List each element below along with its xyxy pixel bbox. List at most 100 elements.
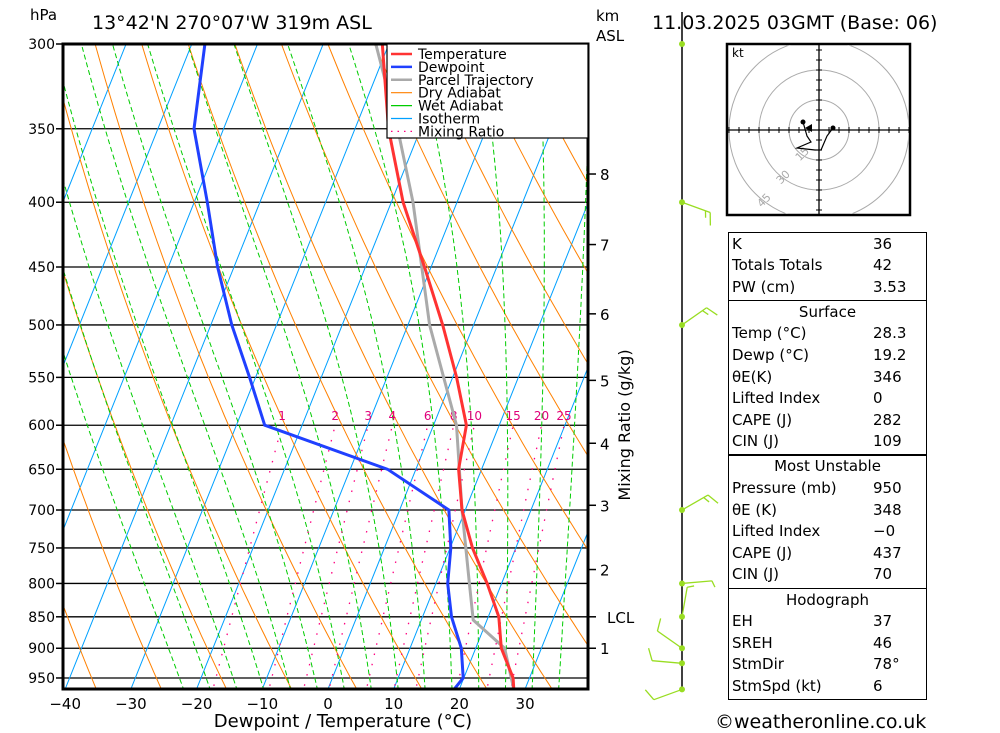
wet-adiabat-line xyxy=(63,177,238,689)
stat-row: CAPE (J) 437 xyxy=(729,543,926,565)
legend-label: Wet Adiabat xyxy=(418,99,504,115)
wind-barb xyxy=(652,660,683,664)
stat-label: StmSpd (kt) xyxy=(732,676,822,695)
temperature-tick-label: 20 xyxy=(450,695,469,713)
stat-row: EH 37 xyxy=(729,611,926,633)
mixing-ratio-label: 1 xyxy=(278,409,286,423)
wind-barb xyxy=(681,580,712,585)
stat-label: CIN (J) xyxy=(732,565,780,584)
axes: 3003504004505005506006507007508008509009… xyxy=(28,37,635,713)
wet-adiabat-line xyxy=(63,267,211,689)
wind-barb-column xyxy=(644,12,719,701)
dewpoint-line xyxy=(192,44,465,689)
stat-row: Dewp (°C) 19.2 xyxy=(729,345,926,367)
wind-barb xyxy=(653,688,683,701)
stat-row-totals: Totals Totals 42 xyxy=(729,255,926,277)
mixing-ratio-label: 20 xyxy=(534,409,549,423)
stat-value: 46 xyxy=(873,633,893,652)
stats-panel: K 36 Totals Totals 42 PW (cm) 3.53 Surface … xyxy=(728,231,927,701)
temperature-tick-label: 30 xyxy=(516,695,535,713)
dry-adiabat-line xyxy=(94,44,358,689)
stat-value: 3.53 xyxy=(873,277,907,296)
dry-adiabat-line xyxy=(952,6,1000,706)
temperature-line xyxy=(380,44,516,689)
wet-adiabat-line xyxy=(479,44,509,689)
stat-value: −0 xyxy=(873,522,896,541)
stat-value: 348 xyxy=(873,500,902,519)
stat-row: StmDir 78° xyxy=(729,654,926,676)
temperature-tick-label: 0 xyxy=(323,695,333,713)
height-tick-label: 6 xyxy=(600,306,610,324)
wind-barb-feather xyxy=(687,585,695,588)
dry-adiabat-line xyxy=(327,44,588,551)
isotherm-line xyxy=(130,44,390,689)
pressure-tick-label: 900 xyxy=(28,641,55,657)
pressure-tick-label: 850 xyxy=(28,610,55,626)
wet-adiabat-line xyxy=(187,44,372,689)
stat-value: 437 xyxy=(873,543,902,562)
isotherm-line xyxy=(63,44,127,204)
temperature-tick-label: −40 xyxy=(49,695,81,713)
wet-adiabat-line xyxy=(80,44,291,689)
isotherm-line xyxy=(524,530,588,689)
dry-adiabat-line xyxy=(141,44,423,689)
wet-adiabat-line xyxy=(147,44,345,689)
wind-barb-feather xyxy=(702,310,709,316)
stat-row: θE(K) 346 xyxy=(729,367,926,389)
hodograph-unit: kt xyxy=(732,46,744,60)
x-axis-title: Dewpoint / Temperature (°C) xyxy=(214,711,472,732)
stat-value: 19.2 xyxy=(873,345,907,364)
stat-row: Temp (°C) 28.3 xyxy=(729,323,926,345)
pressure-tick-label: 800 xyxy=(28,576,55,592)
mixing-ratio-line xyxy=(328,425,394,689)
wind-barb-feather xyxy=(707,494,719,504)
stat-row: CIN (J) 109 xyxy=(729,431,926,453)
stat-row: StmSpd (kt) 6 xyxy=(729,676,926,698)
height-tick-label: 3 xyxy=(600,497,610,515)
plot-frame xyxy=(61,42,590,691)
stat-row: Lifted Index −0 xyxy=(729,521,926,543)
stat-label: Totals Totals xyxy=(732,256,823,275)
stat-value: 282 xyxy=(873,410,902,429)
mixing-ratio-label: 25 xyxy=(556,409,571,423)
stat-row: Pressure (mb) 950 xyxy=(729,478,926,500)
wet-adiabat-line xyxy=(63,79,265,689)
pressure-tick-label: 300 xyxy=(28,37,55,53)
stat-row: SREH 46 xyxy=(729,633,926,655)
dry-adiabat-line xyxy=(280,44,588,647)
storm-motion-marker xyxy=(805,124,812,132)
indices-section: K 36 Totals Totals 42 PW (cm) 3.53 xyxy=(728,231,927,302)
most-unstable-section: Most Unstable Pressure (mb) 950 θE (K) 348… xyxy=(728,454,927,589)
stat-label: Pressure (mb) xyxy=(732,479,837,498)
pressure-tick-label: 500 xyxy=(28,318,55,334)
stat-label: K xyxy=(732,234,742,253)
height-tick-label: 4 xyxy=(600,435,610,453)
isotherm-line xyxy=(458,366,588,689)
dry-adiabat-line xyxy=(63,603,97,689)
parcel-trajectory-line xyxy=(374,44,516,689)
dry-adiabat-line xyxy=(467,44,588,275)
stat-value: 346 xyxy=(873,367,902,386)
height-tick-label: 2 xyxy=(600,562,610,580)
pressure-tick-label: 600 xyxy=(28,418,55,434)
dry-adiabat-line xyxy=(234,44,553,689)
dry-adiabat-line xyxy=(63,97,293,689)
wind-barb-feather xyxy=(656,618,662,632)
height-unit-label: km xyxy=(596,7,619,25)
mixing-ratio-label: 3 xyxy=(364,409,372,423)
stat-value: 28.3 xyxy=(873,324,907,343)
dry-adiabat-line xyxy=(420,44,588,365)
mixing-ratio-line xyxy=(303,425,369,689)
mixing-ratio-label: 15 xyxy=(506,409,521,423)
pressure-tick-label: 350 xyxy=(28,122,55,138)
hodograph-section: Hodograph EH 37 SREH 46 StmDir 78° StmSpd (… xyxy=(728,587,927,701)
pressure-tick-label: 450 xyxy=(28,260,55,276)
wet-adiabat-line xyxy=(111,44,318,689)
stat-row: θE (K) 348 xyxy=(729,500,926,522)
hodograph-point xyxy=(800,119,806,125)
section-title: Hodograph xyxy=(785,590,870,609)
pressure-tick-label: 650 xyxy=(28,462,55,478)
copyright[interactable]: ©weatheronline.co.uk xyxy=(715,711,926,733)
